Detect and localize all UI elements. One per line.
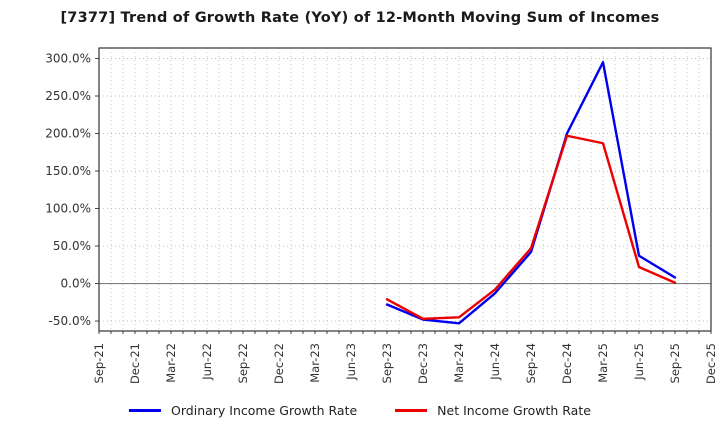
x-tick-label: Jun-23	[344, 343, 358, 381]
x-tick-label: Jun-24	[488, 343, 502, 381]
y-tick-label: 0.0%	[61, 277, 92, 291]
legend-label-ordinary: Ordinary Income Growth Rate	[171, 403, 358, 418]
plot-border	[98, 47, 712, 332]
x-tick-label: Jun-25	[632, 343, 646, 381]
y-tick-label: 50.0%	[53, 239, 91, 253]
chart-title: [7377] Trend of Growth Rate (YoY) of 12-…	[60, 10, 660, 26]
x-tick-label: Mar-25	[596, 343, 610, 383]
x-tick-label: Dec-22	[272, 343, 286, 384]
y-tick-label: 100.0%	[45, 202, 91, 216]
x-tick-label: Mar-23	[308, 343, 322, 383]
net-income-line	[385, 134, 677, 320]
legend-label-net: Net Income Growth Rate	[437, 403, 591, 418]
ordinary-line-swatch-icon	[129, 409, 162, 412]
x-tick-label: Jun-22	[200, 343, 214, 381]
y-tick-label: -50.0%	[49, 314, 91, 328]
x-tick-label: Sep-22	[236, 343, 250, 383]
y-tick-label: 150.0%	[45, 164, 91, 178]
x-tick-label: Sep-24	[524, 343, 538, 383]
y-tick-label: 300.0%	[45, 52, 91, 66]
legend: Ordinary Income Growth Rate Net Income G…	[0, 403, 720, 418]
legend-item-net: Net Income Growth Rate	[395, 403, 591, 418]
x-tick-label: Dec-24	[560, 343, 574, 384]
x-tick-label: Dec-25	[704, 343, 718, 384]
y-tick-label: 200.0%	[45, 127, 91, 141]
y-tick-label: 250.0%	[45, 89, 91, 103]
x-tick-label: Mar-24	[452, 343, 466, 383]
legend-item-ordinary: Ordinary Income Growth Rate	[129, 403, 357, 418]
x-tick-label: Mar-22	[164, 343, 178, 383]
x-tick-label: Sep-25	[668, 343, 682, 383]
net-line-swatch-icon	[395, 409, 428, 412]
x-tick-label: Dec-21	[128, 343, 142, 384]
ordinary-income-line	[385, 61, 677, 325]
x-tick-label: Sep-21	[92, 343, 106, 383]
x-tick-label: Sep-23	[380, 343, 394, 383]
x-tick-label: Dec-23	[416, 343, 430, 384]
